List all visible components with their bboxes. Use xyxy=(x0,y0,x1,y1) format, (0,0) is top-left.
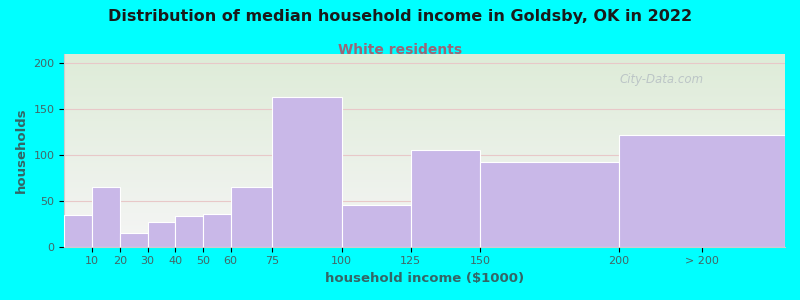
Text: Distribution of median household income in Goldsby, OK in 2022: Distribution of median household income … xyxy=(108,9,692,24)
Bar xyxy=(342,205,411,247)
Text: City-Data.com: City-Data.com xyxy=(619,73,703,86)
Bar xyxy=(480,162,618,247)
Text: White residents: White residents xyxy=(338,44,462,58)
Bar xyxy=(175,216,203,247)
Bar xyxy=(230,187,272,247)
Y-axis label: households: households xyxy=(15,107,28,193)
Bar xyxy=(411,150,480,247)
Bar xyxy=(92,187,120,247)
Bar xyxy=(203,214,230,247)
Bar xyxy=(272,97,342,247)
Bar xyxy=(65,214,92,247)
Bar xyxy=(618,135,785,247)
Bar xyxy=(147,222,175,247)
X-axis label: household income ($1000): household income ($1000) xyxy=(325,272,524,285)
Bar xyxy=(120,233,147,247)
